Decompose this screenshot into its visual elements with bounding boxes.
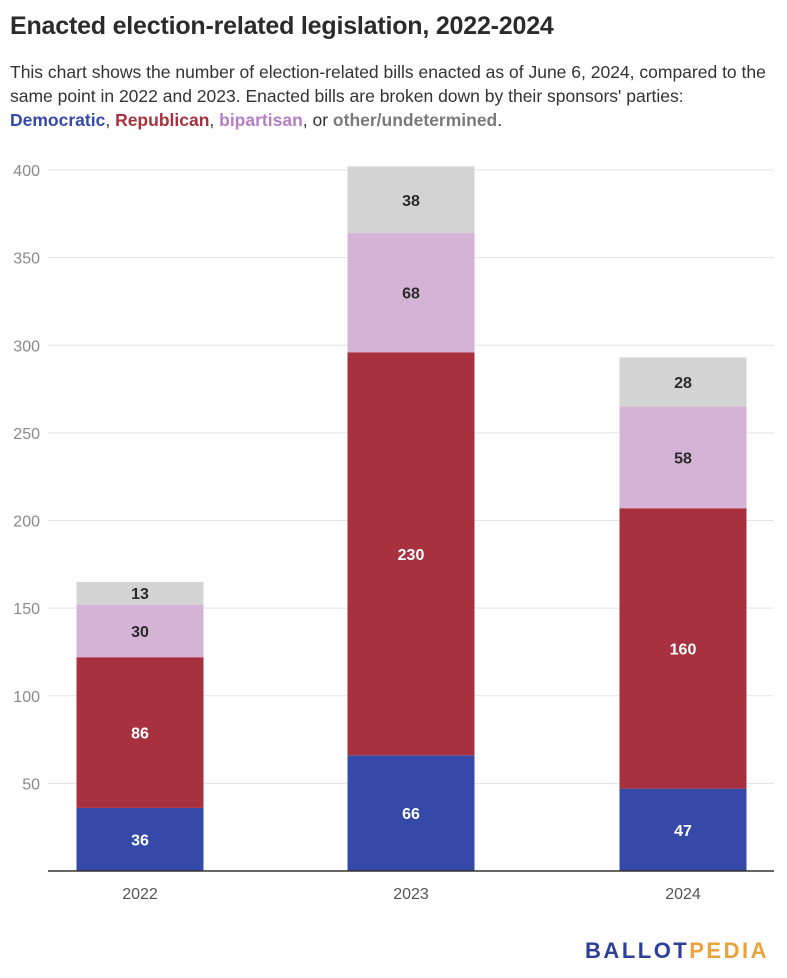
y-tick-label: 150 bbox=[13, 601, 40, 618]
y-tick-label: 250 bbox=[13, 426, 40, 443]
logo-part-pedia: PEDIA bbox=[689, 938, 769, 963]
legend-other: other/undetermined bbox=[332, 110, 498, 130]
y-tick-label: 350 bbox=[13, 251, 40, 268]
legend-separator: , or bbox=[302, 110, 333, 130]
y-tick-label: 50 bbox=[22, 776, 40, 793]
data-label: 86 bbox=[131, 726, 149, 743]
y-tick-label: 400 bbox=[13, 163, 40, 180]
data-label: 160 bbox=[670, 641, 697, 658]
chart-subtitle: This chart shows the number of election-… bbox=[10, 60, 780, 132]
data-label: 36 bbox=[131, 832, 149, 849]
ballotpedia-logo: BALLOTPEDIA bbox=[585, 938, 769, 964]
legend-separator: , bbox=[105, 110, 116, 130]
legend-bipartisan: bipartisan bbox=[219, 110, 303, 130]
y-tick-label: 200 bbox=[13, 514, 40, 531]
subtitle-text: This chart shows the number of election-… bbox=[10, 62, 766, 106]
data-label: 13 bbox=[131, 586, 149, 603]
y-tick-label: 300 bbox=[13, 338, 40, 355]
data-label: 47 bbox=[674, 823, 692, 840]
bar-segment-democratic-2022 bbox=[76, 807, 204, 871]
bar-segment-other-undetermined-2023 bbox=[347, 166, 475, 234]
chart-title: Enacted election-related legislation, 20… bbox=[10, 12, 554, 40]
bar-segment-bipartisan-2023 bbox=[347, 233, 475, 353]
data-label: 30 bbox=[131, 624, 149, 641]
bar-segment-democratic-2024 bbox=[619, 788, 747, 871]
legend-republican: Republican bbox=[115, 110, 210, 130]
data-label: 66 bbox=[402, 806, 420, 823]
bar-segment-republican-2022 bbox=[76, 657, 204, 808]
subtitle-end: . bbox=[497, 110, 503, 130]
data-label: 28 bbox=[674, 375, 692, 392]
data-label: 38 bbox=[402, 193, 420, 210]
bar-segment-republican-2024 bbox=[619, 508, 747, 789]
bar-segment-democratic-2023 bbox=[347, 755, 475, 871]
axes: 50 100 150 200 250 300 350 400 2022 2023 2024 bbox=[13, 163, 774, 903]
bar-segment-republican-2023 bbox=[347, 352, 475, 756]
x-tick-label: 2023 bbox=[393, 886, 429, 903]
x-tick-label: 2024 bbox=[665, 886, 701, 903]
data-label: 68 bbox=[402, 286, 420, 303]
bars: 36 86 30 13 66 230 68 38 47 160 58 28 bbox=[76, 166, 747, 871]
y-tick-label: 100 bbox=[13, 689, 40, 706]
stacked-bar-chart: 36 86 30 13 66 230 68 38 47 160 58 28 50 100 150 200 25… bbox=[13, 163, 774, 903]
legend-democratic: Democratic bbox=[10, 110, 106, 130]
bar-segment-bipartisan-2022 bbox=[76, 604, 204, 658]
x-tick-label: 2022 bbox=[122, 886, 158, 903]
logo-part-ballot: BALLOT bbox=[585, 938, 690, 963]
bar-segment-bipartisan-2024 bbox=[619, 406, 747, 509]
bar-segment-other-undetermined-2024 bbox=[619, 357, 747, 407]
bar-segment-other-undetermined-2022 bbox=[76, 581, 204, 605]
data-label: 230 bbox=[398, 547, 425, 564]
data-label: 58 bbox=[674, 450, 692, 467]
legend-separator: , bbox=[209, 110, 220, 130]
